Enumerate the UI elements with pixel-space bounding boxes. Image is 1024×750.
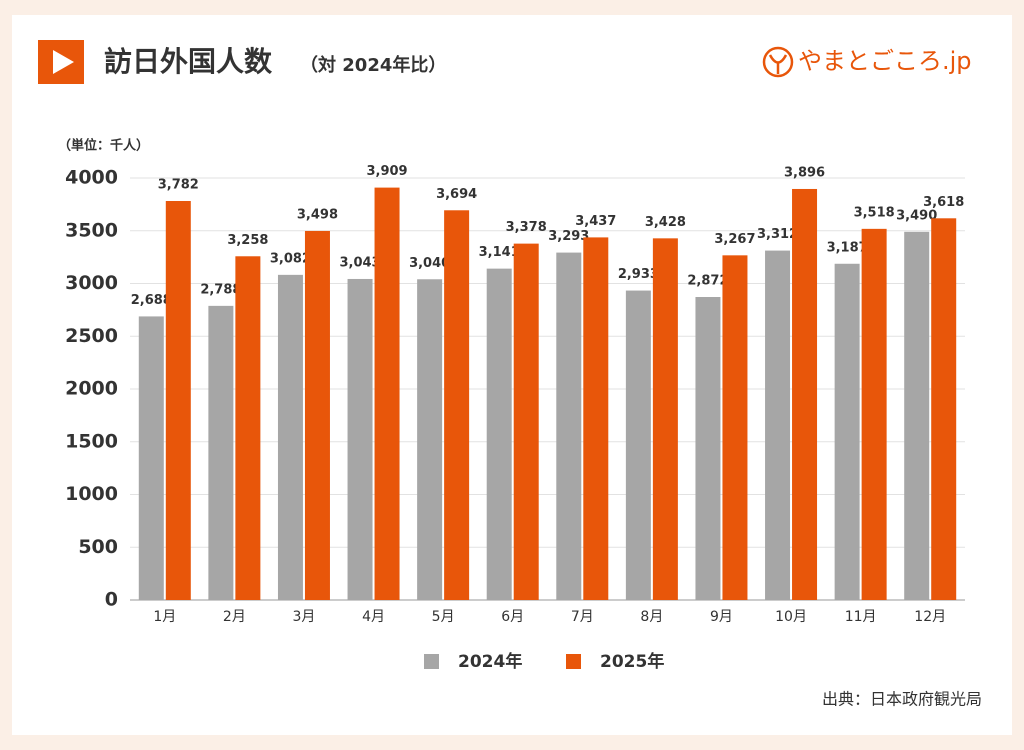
value-label: 3,909 bbox=[366, 164, 407, 179]
legend-swatch bbox=[424, 654, 439, 669]
bar bbox=[304, 230, 330, 600]
y-tick-label: 3500 bbox=[65, 219, 118, 241]
x-tick-label: 5月 bbox=[432, 609, 455, 625]
x-tick-label: 10月 bbox=[775, 609, 807, 625]
x-tick-label: 11月 bbox=[845, 609, 877, 625]
chart-subtitle: （対 2024年比） bbox=[300, 54, 446, 76]
bar bbox=[765, 250, 791, 601]
logo-text: やまとごころ.jp bbox=[798, 47, 972, 75]
value-label: 3,437 bbox=[575, 214, 616, 229]
value-label: 3,187 bbox=[827, 240, 868, 255]
value-label: 3,694 bbox=[436, 187, 477, 202]
bar bbox=[235, 256, 261, 600]
bar bbox=[931, 218, 957, 600]
legend-swatch bbox=[566, 654, 581, 669]
x-tick-label: 4月 bbox=[362, 609, 385, 625]
bar bbox=[695, 297, 721, 600]
x-tick-label: 12月 bbox=[914, 609, 946, 625]
legend-label: 2024年 bbox=[458, 651, 522, 672]
value-label: 3,312 bbox=[757, 227, 798, 242]
bar bbox=[138, 316, 164, 600]
bar bbox=[904, 231, 930, 600]
value-label: 3,258 bbox=[227, 233, 268, 248]
legend-label: 2025年 bbox=[600, 651, 664, 672]
value-label: 2,688 bbox=[131, 293, 172, 308]
bar bbox=[374, 187, 400, 600]
value-label: 3,498 bbox=[297, 207, 338, 222]
value-label: 3,267 bbox=[714, 232, 755, 247]
bar bbox=[277, 274, 303, 600]
y-tick-label: 0 bbox=[105, 589, 118, 611]
bar bbox=[417, 279, 443, 600]
y-tick-label: 2000 bbox=[65, 378, 118, 400]
y-tick-label: 500 bbox=[78, 536, 118, 558]
x-tick-label: 2月 bbox=[223, 609, 246, 625]
y-tick-label: 3000 bbox=[65, 272, 118, 294]
value-label: 2,872 bbox=[687, 274, 728, 289]
bar bbox=[556, 252, 582, 600]
logo-mark bbox=[768, 54, 788, 74]
bar bbox=[486, 268, 512, 600]
bar bbox=[792, 188, 818, 601]
y-tick-label: 1500 bbox=[65, 430, 118, 452]
bar bbox=[513, 243, 539, 600]
value-label: 2,933 bbox=[618, 267, 659, 282]
value-label: 3,896 bbox=[784, 165, 825, 180]
value-label: 3,490 bbox=[896, 208, 937, 223]
value-label: 3,378 bbox=[506, 220, 547, 235]
bar bbox=[861, 228, 887, 600]
x-tick-label: 3月 bbox=[292, 609, 315, 625]
y-tick-label: 4000 bbox=[65, 167, 118, 189]
logo-icon bbox=[762, 46, 794, 78]
bar bbox=[652, 238, 678, 600]
bar bbox=[834, 263, 860, 600]
y-tick-label: 1000 bbox=[65, 483, 118, 505]
value-label: 3,518 bbox=[854, 205, 895, 220]
bar bbox=[444, 210, 470, 600]
value-label: 3,082 bbox=[270, 251, 311, 266]
value-label: 3,040 bbox=[409, 256, 450, 271]
bar bbox=[722, 255, 748, 601]
x-tick-label: 9月 bbox=[710, 609, 733, 625]
source: 出典：日本政府観光局 bbox=[822, 690, 982, 709]
title-icon-arrow bbox=[53, 50, 74, 74]
bar bbox=[583, 237, 609, 601]
unit-label: （単位：千人） bbox=[58, 138, 149, 154]
y-tick-label: 2500 bbox=[65, 325, 118, 347]
bar bbox=[208, 305, 234, 600]
x-tick-label: 8月 bbox=[640, 609, 663, 625]
x-tick-label: 6月 bbox=[501, 609, 524, 625]
bar bbox=[625, 290, 651, 600]
bar bbox=[347, 278, 373, 600]
logo-circle bbox=[762, 46, 794, 78]
value-label: 3,293 bbox=[548, 229, 589, 244]
bar bbox=[165, 200, 191, 600]
x-tick-label: 7月 bbox=[571, 609, 594, 625]
value-label: 3,043 bbox=[339, 255, 380, 270]
value-label: 3,782 bbox=[158, 177, 199, 192]
value-label: 2,788 bbox=[200, 282, 241, 297]
value-label: 3,618 bbox=[923, 195, 964, 210]
value-label: 3,141 bbox=[479, 245, 520, 260]
chart-title: 訪日外国人数 bbox=[104, 45, 273, 78]
value-label: 3,428 bbox=[645, 215, 686, 230]
x-tick-label: 1月 bbox=[153, 609, 176, 625]
